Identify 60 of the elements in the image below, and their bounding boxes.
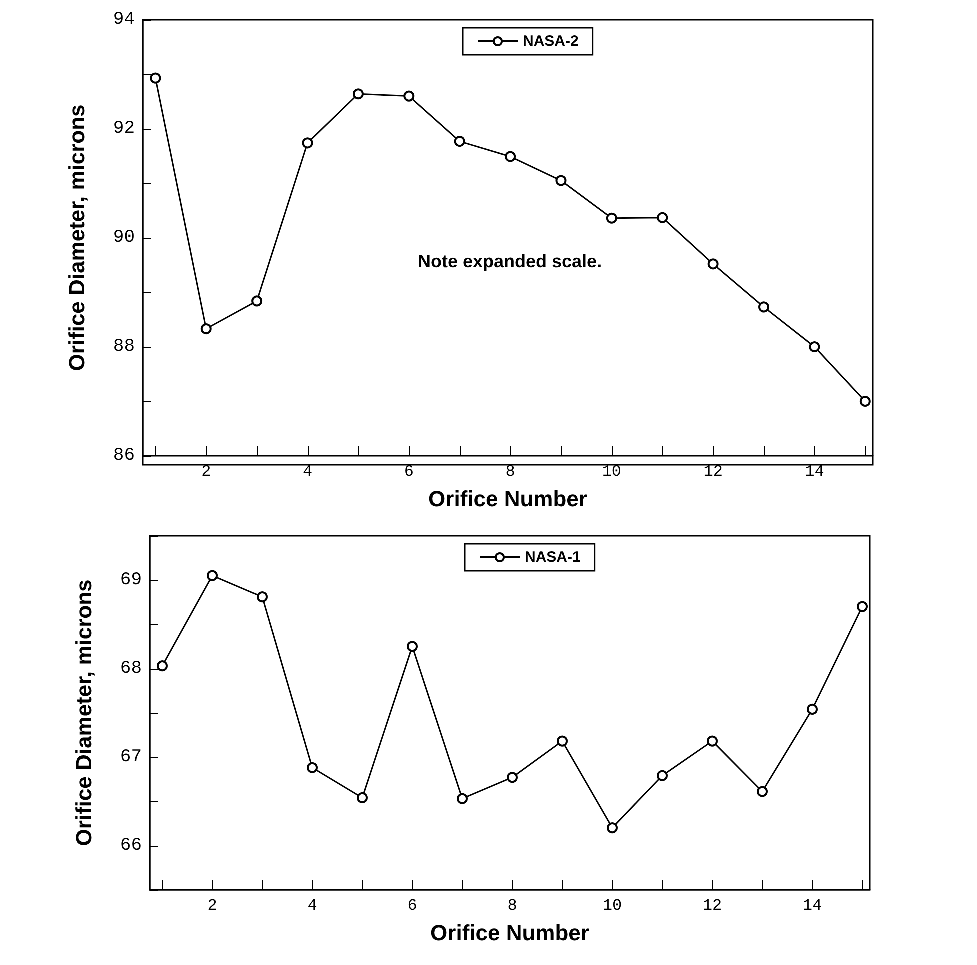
y-tick-label: 86: [113, 446, 135, 466]
point: [557, 736, 568, 747]
x-tick-label: 12: [704, 463, 723, 481]
y-tick-label: 66: [120, 836, 142, 856]
point: [207, 570, 218, 582]
point: [200, 324, 212, 335]
y-axis-title: Orifice Diameter, microns: [72, 580, 96, 846]
point: [857, 601, 868, 612]
y-tick-label: 94: [113, 10, 135, 30]
point: [809, 342, 820, 352]
point: [407, 641, 418, 652]
point: [302, 138, 314, 149]
point: [606, 212, 618, 224]
x-tick-label: 10: [602, 463, 622, 481]
x-axis-title: Orifice Number: [428, 486, 588, 512]
x-tick-label: 8: [506, 463, 516, 481]
point: [807, 704, 818, 715]
x-tick-label: 2: [208, 897, 218, 915]
x-tick-label: 2: [202, 463, 212, 481]
legend-label: NASA-2: [523, 33, 579, 50]
x-tick-label: 14: [805, 463, 824, 481]
x-tick-label: 4: [302, 463, 313, 481]
point: [157, 660, 168, 672]
point: [252, 296, 263, 307]
x-tick-label: 12: [702, 897, 722, 915]
point: [556, 175, 567, 186]
x-tick-label: 14: [802, 897, 822, 915]
point: [454, 136, 466, 148]
y-tick-label: 69: [120, 570, 142, 590]
x-tick-label: 6: [408, 897, 418, 915]
legend-label: NASA-1: [525, 549, 581, 566]
x-axis-title: Orifice Number: [430, 920, 590, 946]
y-tick-label: 88: [113, 337, 135, 357]
point: [860, 396, 871, 407]
x-tick-label: 10: [602, 897, 622, 915]
point: [657, 212, 668, 224]
point: [307, 762, 318, 774]
point: [257, 592, 268, 603]
y-tick-label: 67: [120, 747, 142, 768]
x-tick-label: 8: [508, 897, 518, 915]
x-tick-label: 6: [404, 463, 414, 481]
point: [352, 88, 364, 100]
point: [758, 302, 770, 313]
x-tick-label: 4: [308, 897, 318, 915]
y-tick-label: 92: [113, 119, 135, 139]
y-tick-label: 68: [120, 658, 142, 679]
y-axis-title: Orifice Diameter, microns: [64, 104, 90, 372]
point: [607, 822, 618, 834]
point: [507, 772, 518, 784]
point: [657, 770, 668, 782]
point: [708, 258, 719, 270]
y-tick-label: 90: [113, 228, 135, 248]
annotation: Note expanded scale.: [418, 251, 602, 272]
point: [505, 151, 516, 162]
point: [457, 793, 468, 804]
point: [357, 792, 368, 804]
point: [404, 90, 415, 102]
point: [707, 736, 718, 747]
point: [757, 786, 768, 798]
point: [150, 72, 162, 84]
